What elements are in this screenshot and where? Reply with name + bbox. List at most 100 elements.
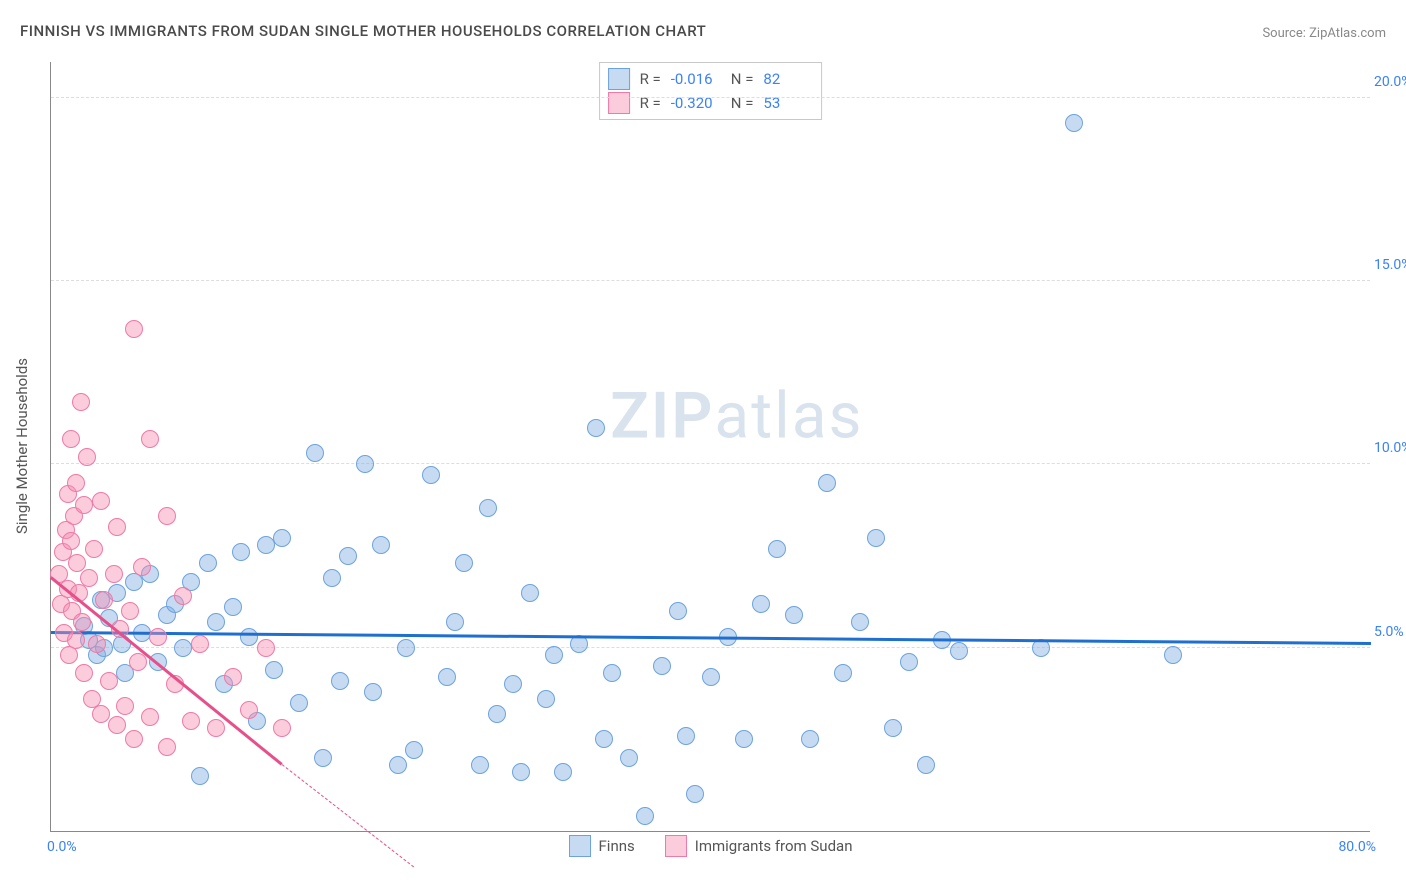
data-point <box>105 565 123 583</box>
data-point <box>240 628 258 646</box>
data-point <box>207 613 225 631</box>
data-point <box>257 536 275 554</box>
data-point <box>339 547 357 565</box>
data-point <box>851 613 869 631</box>
legend-swatch <box>665 835 687 857</box>
data-point <box>149 628 167 646</box>
data-point <box>141 708 159 726</box>
data-point <box>75 496 93 514</box>
data-point <box>405 741 423 759</box>
data-point <box>72 393 90 411</box>
data-point <box>88 635 106 653</box>
data-point <box>67 631 85 649</box>
data-point <box>900 653 918 671</box>
data-point <box>323 569 341 587</box>
chart-title: FINNISH VS IMMIGRANTS FROM SUDAN SINGLE … <box>20 22 706 40</box>
data-point <box>92 705 110 723</box>
data-point <box>273 529 291 547</box>
data-point <box>158 738 176 756</box>
watermark: ZIPatlas <box>610 378 863 453</box>
data-point <box>669 602 687 620</box>
data-point <box>62 430 80 448</box>
stats-row: R =-0.320N =53 <box>606 91 816 115</box>
data-point <box>257 639 275 657</box>
data-point <box>125 320 143 338</box>
data-point <box>73 613 91 631</box>
data-point <box>884 719 902 737</box>
data-point <box>129 653 147 671</box>
plot-area: ZIPatlas R =-0.016N =82R =-0.320N =53 Fi… <box>50 62 1370 832</box>
data-point <box>471 756 489 774</box>
data-point <box>521 584 539 602</box>
data-point <box>92 492 110 510</box>
gridline <box>51 97 1370 98</box>
data-point <box>636 807 654 825</box>
data-point <box>545 646 563 664</box>
data-point <box>158 507 176 525</box>
data-point <box>422 466 440 484</box>
data-point <box>314 749 332 767</box>
data-point <box>504 675 522 693</box>
data-point <box>191 635 209 653</box>
y-tick-label: 15.0% <box>1374 257 1406 273</box>
data-point <box>133 558 151 576</box>
data-point <box>80 569 98 587</box>
data-point <box>595 730 613 748</box>
data-point <box>1065 114 1083 132</box>
data-point <box>62 532 80 550</box>
data-point <box>182 712 200 730</box>
data-point <box>331 672 349 690</box>
data-point <box>306 444 324 462</box>
data-point <box>125 730 143 748</box>
data-point <box>686 785 704 803</box>
gridline <box>51 280 1370 281</box>
data-point <box>141 430 159 448</box>
data-point <box>356 455 374 473</box>
data-point <box>512 763 530 781</box>
data-point <box>917 756 935 774</box>
data-point <box>174 587 192 605</box>
data-point <box>372 536 390 554</box>
data-point <box>67 474 85 492</box>
y-axis-title: Single Mother Households <box>13 358 31 534</box>
data-point <box>537 690 555 708</box>
source-label: Source: <box>1262 26 1305 41</box>
data-point <box>199 554 217 572</box>
legend-swatch <box>608 68 630 90</box>
data-point <box>232 543 250 561</box>
stats-legend: R =-0.016N =82R =-0.320N =53 <box>599 62 823 120</box>
data-point <box>121 602 139 620</box>
data-point <box>364 683 382 701</box>
data-point <box>1164 646 1182 664</box>
source-link[interactable]: ZipAtlas.com <box>1309 26 1386 41</box>
n-label: N = <box>731 70 754 88</box>
stats-row: R =-0.016N =82 <box>606 67 816 91</box>
data-point <box>455 554 473 572</box>
data-point <box>488 705 506 723</box>
data-point <box>677 727 695 745</box>
data-point <box>224 598 242 616</box>
data-point <box>867 529 885 547</box>
data-point <box>116 697 134 715</box>
data-point <box>801 730 819 748</box>
data-point <box>85 540 103 558</box>
data-point <box>174 639 192 657</box>
data-point <box>735 730 753 748</box>
data-point <box>108 716 126 734</box>
trend-line-extrapolated <box>282 764 415 867</box>
series-legend: FinnsImmigrants from Sudan <box>569 835 853 857</box>
data-point <box>446 613 464 631</box>
data-point <box>100 672 118 690</box>
y-tick-label: 20.0% <box>1374 74 1406 90</box>
data-point <box>702 668 720 686</box>
data-point <box>95 591 113 609</box>
data-point <box>438 668 456 686</box>
watermark-zip: ZIP <box>610 378 714 453</box>
x-tick-label: 80.0% <box>1338 839 1376 855</box>
source-attribution: Source: ZipAtlas.com <box>1262 26 1386 41</box>
data-point <box>785 606 803 624</box>
data-point <box>603 664 621 682</box>
data-point <box>768 540 786 558</box>
y-tick-label: 10.0% <box>1374 440 1406 456</box>
data-point <box>108 518 126 536</box>
